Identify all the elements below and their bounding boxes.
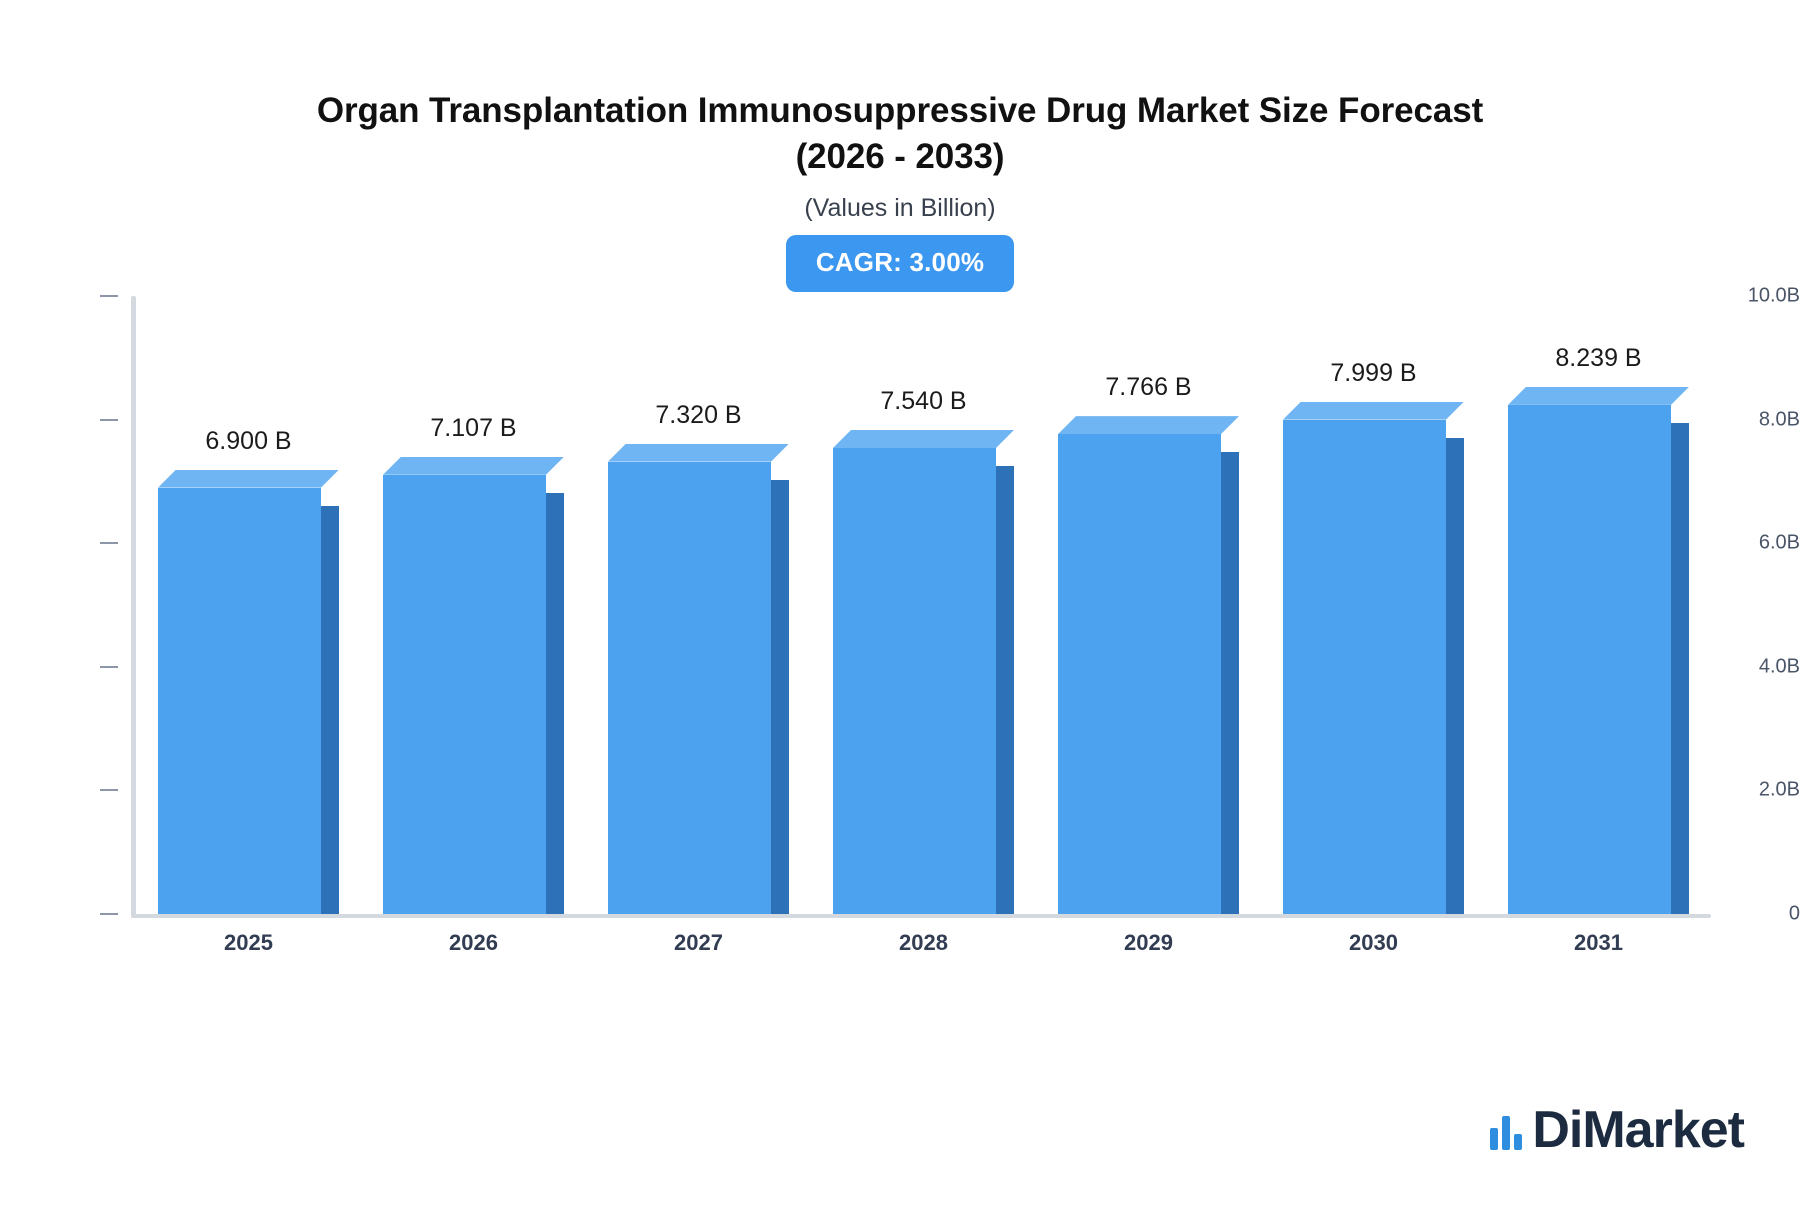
bar-front-face [1283,419,1446,914]
y-axis-tick-mark [100,913,118,915]
y-axis-tick-label: 6.0B [1758,531,1800,554]
x-axis-tick-label: 2026 [449,930,498,955]
bar-side-face [1671,422,1689,914]
bar-front-face [158,487,321,914]
bar-front-face [383,474,546,914]
y-axis-tick-label: 4.0B [1758,655,1800,678]
logo-text: DiMarket [1532,1101,1745,1159]
x-axis-tick-label: 2027 [674,930,723,955]
y-axis-tick-label: 0 [1788,902,1800,925]
x-axis-tick-label: 2031 [1574,930,1623,955]
bar-value-label: 7.766 B [1105,373,1192,402]
bar-column[interactable]: 8.239 B [1508,296,1689,914]
bar-chart-icon [1490,1110,1523,1150]
bar-series: 6.900 B 7.107 B 7.320 B 7.540 B 7.766 B 7.999… [136,296,1711,914]
dimarket-logo: DiMarket [1490,1100,1745,1160]
y-axis-tick-mark [100,665,118,668]
bar-column[interactable]: 7.999 B [1283,296,1464,914]
x-axis-tick-label: 2025 [224,930,273,955]
bar-front-face [1058,434,1221,914]
x-axis-tick-label: 2029 [1124,930,1173,955]
bar-top-face [1508,386,1689,405]
x-axis: 2025 2026 2027 2028 2029 2030 2031 [136,930,1711,970]
bar-value-label: 7.540 B [880,387,967,416]
bar-front-face [608,461,771,914]
bar-top-face [608,443,789,462]
y-axis [0,296,96,916]
bar-side-face [321,505,339,914]
page-title: Organ Transplantation Immunosuppressive … [316,91,1484,177]
bar-front-face [1508,404,1671,914]
cagr-badge: CAGR: 3.00% [785,235,1015,293]
bar-column[interactable]: 7.540 B [833,296,1014,914]
bar-value-label: 7.107 B [430,413,517,442]
bar-side-face [771,479,789,914]
y-axis-tick-mark [100,542,118,545]
y-axis-line [131,296,136,916]
chart-subtitle: (Values in Billion) [804,194,996,223]
bar-top-face [158,469,339,488]
plot-area: 6.900 B 7.107 B 7.320 B 7.540 B 7.766 B 7.999… [0,285,1800,925]
y-axis-tick-mark [100,789,118,792]
bar-side-face [996,466,1014,914]
x-axis-tick-label: 2030 [1349,930,1398,955]
bar-top-face [1283,401,1464,420]
bar-top-face [833,430,1014,449]
x-axis-line [131,914,1711,918]
bar-side-face [546,492,564,914]
bar-value-label: 7.999 B [1330,358,1417,387]
y-axis-tick-mark [100,295,118,297]
bar-column[interactable]: 7.320 B [608,296,789,914]
bar-front-face [833,448,996,914]
bar-side-face [1221,452,1239,914]
y-axis-tick-label: 8.0B [1758,408,1800,431]
bar-top-face [383,456,564,475]
bar-value-label: 8.239 B [1555,343,1642,372]
bar-top-face [1058,416,1239,435]
y-axis-tick-label: 2.0B [1758,778,1800,801]
bar-column[interactable]: 7.107 B [383,296,564,914]
chart-header: Organ Transplantation Immunosuppressive … [0,88,1800,293]
bar-column[interactable]: 6.900 B [158,296,339,914]
y-axis-tick-label: 10.0B [1747,284,1800,307]
bar-value-label: 6.900 B [205,426,292,455]
bar-column[interactable]: 7.766 B [1058,296,1239,914]
bar-side-face [1446,437,1464,914]
bar-value-label: 7.320 B [655,400,742,429]
y-axis-tick-mark [100,418,118,421]
x-axis-tick-label: 2028 [899,930,948,955]
